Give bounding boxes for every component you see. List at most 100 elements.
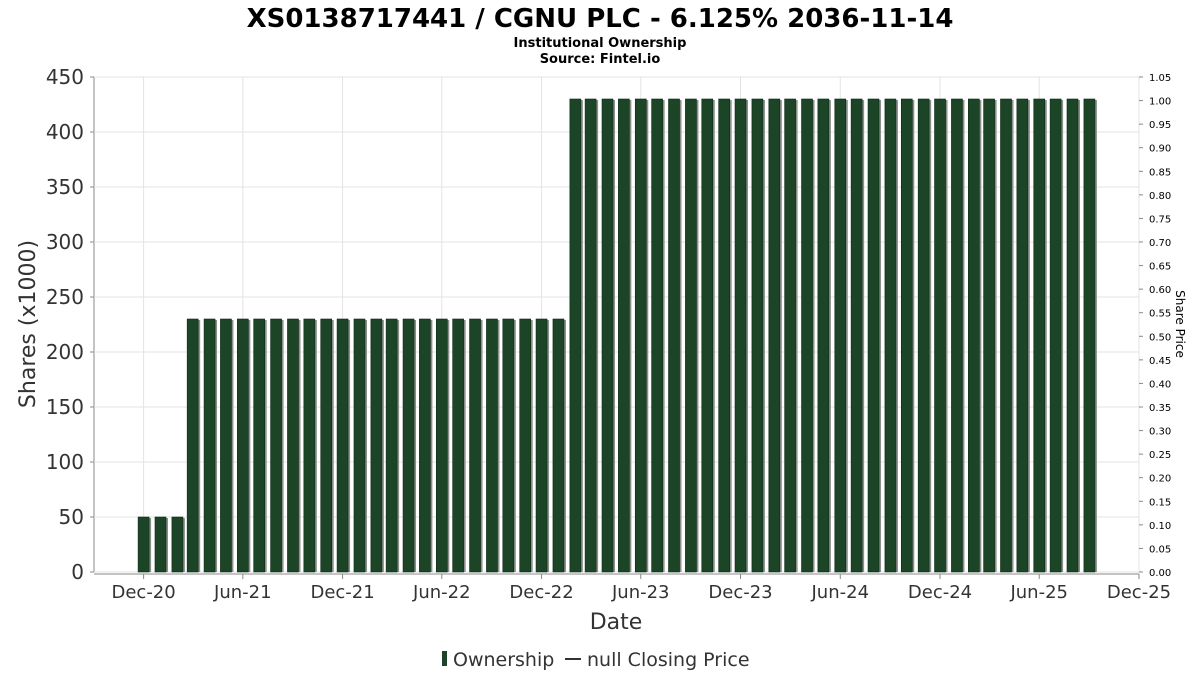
y-tick-label: 400 [46,120,84,144]
ownership-bar [850,98,863,573]
y-tick-label: 100 [46,450,84,474]
x-tick-label: Dec-20 [111,582,175,603]
y2-tick-label: 0.15 [1149,497,1171,508]
ownership-bar [353,318,366,573]
ownership-bar [801,98,813,573]
ownership-bar [385,318,398,573]
ownership-bar [584,98,597,573]
ownership-bar [203,318,216,573]
ownership-bar [951,98,963,573]
ownership-bar [917,98,930,573]
ownership-bar [336,318,349,573]
ownership-bar [469,318,481,573]
ownership-bar [1016,98,1029,573]
ownership-bar [1083,98,1096,573]
x-tick-label: Dec-24 [908,582,972,603]
ownership-bar [320,318,333,573]
y-axis-ticks: 0 50 100 150 200 250 300 350 400 450 [46,65,94,584]
ownership-bar [535,318,548,573]
y2-tick-label: 0.10 [1149,521,1171,532]
x-tick-label: Jun-24 [811,582,870,603]
plot-area [93,76,1140,573]
x-tick-label: Dec-22 [509,582,573,603]
ownership-bar [237,318,249,573]
y2-axis-label: Share Price [1173,290,1187,358]
ownership-bar [270,318,282,573]
y2-tick-label: 0.50 [1149,332,1171,343]
x-axis-ticks: Dec-20 Jun-21 Dec-21 Jun-22 Dec-22 Jun-23 Dec-… [111,574,1171,603]
y2-tick-label: 0.30 [1149,427,1171,438]
y2-tick-label: 0.80 [1149,191,1171,202]
ownership-bar [370,318,383,573]
y2-tick-label: 0.35 [1149,403,1171,414]
ownership-bar [900,98,913,573]
x-tick-label: Jun-21 [213,582,272,603]
ownership-bar [983,98,995,573]
y2-tick-label: 0.05 [1149,544,1171,555]
ownership-bars [137,98,1097,573]
ownership-bar [486,318,498,573]
y2-tick-label: 0.25 [1149,450,1171,461]
y-axis-label: Shares (x1000) [16,240,41,408]
ownership-bar [402,318,415,573]
chart-subtitle: Institutional Ownership [514,36,687,51]
y-tick-label: 250 [46,285,84,309]
ownership-bar [253,318,265,573]
y2-tick-label: 0.45 [1149,356,1171,367]
chart-source: Source: Fintel.io [540,52,661,67]
ownership-bar [817,98,830,573]
ownership-bar [685,98,697,573]
ownership-bar [718,98,730,573]
ownership-bar [154,516,167,573]
ownership-bar [634,98,647,573]
y2-tick-label: 1.05 [1149,73,1171,84]
ownership-bar [968,98,980,573]
ownership-bar [701,98,714,573]
x-tick-label: Dec-25 [1107,582,1171,603]
legend: Ownership null Closing Price [442,649,750,671]
ownership-bar [435,318,448,573]
x-axis-label: Date [590,610,643,635]
ownership-bar [884,98,897,573]
y2-tick-label: 0.40 [1149,379,1171,390]
ownership-bar [502,318,515,573]
ownership-bar [734,98,747,573]
x-tick-label: Jun-22 [412,582,471,603]
x-tick-label: Jun-25 [1009,582,1068,603]
legend-ownership-label: Ownership [453,649,554,671]
ownership-bar [751,98,764,573]
ownership-bar [552,318,565,573]
ownership-bar [287,318,299,573]
y-tick-label: 200 [46,340,84,364]
y-tick-label: 350 [46,175,84,199]
y2-tick-label: 0.85 [1149,167,1171,178]
ownership-bar [452,318,464,573]
legend-price-label: null Closing Price [587,649,750,671]
y-tick-label: 450 [46,65,84,89]
x-tick-label: Jun-23 [611,582,670,603]
ownership-bar [1066,98,1079,573]
ownership-bar [220,318,232,573]
chart-title: XS0138717441 / CGNU PLC - 6.125% 2036-11… [247,4,954,34]
y2-tick-label: 0.55 [1149,309,1171,320]
y2-tick-label: 0.95 [1149,120,1171,131]
y2-tick-label: 0.90 [1149,144,1171,155]
y2-tick-label: 0.20 [1149,474,1171,485]
ownership-bar [419,318,431,573]
y-tick-label: 0 [71,560,84,584]
legend-ownership-swatch [442,651,447,666]
y2-tick-label: 1.00 [1149,97,1171,108]
ownership-bar [618,98,630,573]
y-tick-label: 150 [46,395,84,419]
ownership-bar [651,98,663,573]
ownership-bar [768,98,781,573]
y-tick-label: 50 [59,505,84,529]
ownership-bar [303,318,316,573]
x-tick-label: Dec-23 [708,582,772,603]
ownership-bar [1049,98,1062,573]
y-tick-label: 300 [46,230,84,254]
y2-tick-label: 0.75 [1149,214,1171,225]
ownership-bar [137,516,150,573]
ownership-bar [186,318,199,573]
